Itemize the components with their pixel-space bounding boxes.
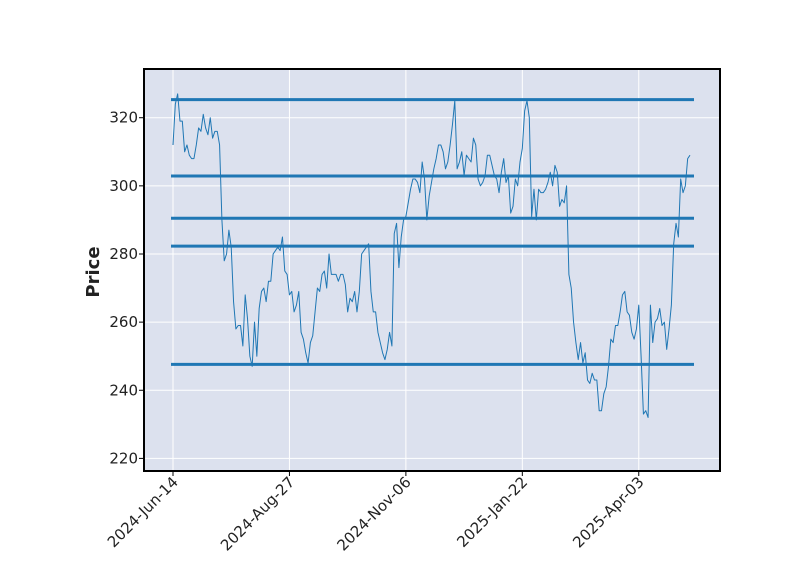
x-tick-label: 2024-Nov-06 [333, 473, 414, 554]
y-tick-label: 280 [109, 245, 138, 263]
y-axis-ticks: 220 240 260 280 300 320 [109, 109, 144, 467]
x-axis-ticks: 2024-Jun-14 2024-Aug-27 2024-Nov-06 2025-Ja… [104, 471, 648, 554]
series-line-price [172, 93, 691, 419]
grid-lines [144, 69, 720, 471]
x-tick-label: 2025-Apr-03 [569, 473, 647, 551]
y-axis-label: Price [83, 246, 104, 297]
x-tick-label: 2025-Jan-22 [453, 473, 531, 551]
plot-background [144, 69, 720, 471]
y-tick-label: 260 [109, 313, 138, 331]
plot-frame [143, 68, 721, 472]
y-tick-label: 320 [109, 109, 138, 127]
x-tick-label: 2024-Jun-14 [104, 473, 182, 551]
y-tick-label: 300 [109, 177, 138, 195]
x-tick-label: 2024-Aug-27 [217, 473, 298, 554]
y-tick-label: 240 [109, 381, 138, 399]
y-tick-label: 220 [109, 449, 138, 467]
